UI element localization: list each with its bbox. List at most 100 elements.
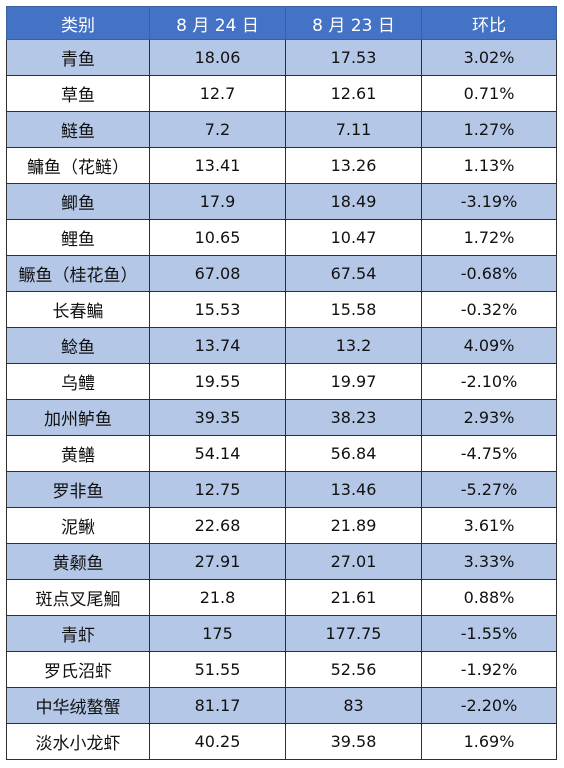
category-cell: 草鱼 bbox=[6, 75, 150, 112]
category-cell: 鲶鱼 bbox=[6, 327, 150, 364]
change-cell: 3.02% bbox=[421, 39, 557, 76]
category-cell: 黄鳝 bbox=[6, 435, 150, 472]
aug-24-price-cell: 13.74 bbox=[149, 327, 286, 364]
category-cell: 鲢鱼 bbox=[6, 111, 150, 148]
aug-24-price-cell: 54.14 bbox=[149, 435, 286, 472]
table-row: 鲫鱼 17.9 18.49 -3.19% bbox=[6, 183, 557, 220]
aug-24-price-cell: 12.7 bbox=[149, 75, 286, 112]
aug-23-price-cell: 19.97 bbox=[285, 363, 422, 400]
aug-23-price-cell: 21.89 bbox=[285, 507, 422, 544]
change-cell: -0.68% bbox=[421, 255, 557, 292]
table-row: 罗氏沼虾 51.55 52.56 -1.92% bbox=[6, 651, 557, 688]
aug-24-price-cell: 13.41 bbox=[149, 147, 286, 184]
table-row: 黄颡鱼 27.91 27.01 3.33% bbox=[6, 543, 557, 580]
category-cell: 罗氏沼虾 bbox=[6, 651, 150, 688]
change-cell: 3.33% bbox=[421, 543, 557, 580]
category-cell: 长春鳊 bbox=[6, 291, 150, 328]
aug-23-price-cell: 38.23 bbox=[285, 399, 422, 436]
change-cell: -3.19% bbox=[421, 183, 557, 220]
aug-23-price-cell: 13.2 bbox=[285, 327, 422, 364]
table-row: 鲢鱼 7.2 7.11 1.27% bbox=[6, 111, 557, 148]
category-cell: 泥鳅 bbox=[6, 507, 150, 544]
header-category: 类别 bbox=[6, 6, 150, 40]
change-cell: -1.92% bbox=[421, 651, 557, 688]
aug-23-price-cell: 21.61 bbox=[285, 579, 422, 616]
change-cell: 0.88% bbox=[421, 579, 557, 616]
change-cell: -1.55% bbox=[421, 615, 557, 652]
change-cell: -2.20% bbox=[421, 687, 557, 724]
change-cell: -0.32% bbox=[421, 291, 557, 328]
aug-23-price-cell: 17.53 bbox=[285, 39, 422, 76]
change-cell: 3.61% bbox=[421, 507, 557, 544]
aug-23-price-cell: 39.58 bbox=[285, 723, 422, 760]
table-row: 泥鳅 22.68 21.89 3.61% bbox=[6, 507, 557, 544]
header-change: 环比 bbox=[421, 6, 557, 40]
category-cell: 淡水小龙虾 bbox=[6, 723, 150, 760]
aug-24-price-cell: 21.8 bbox=[149, 579, 286, 616]
category-cell: 鲫鱼 bbox=[6, 183, 150, 220]
aug-24-price-cell: 15.53 bbox=[149, 291, 286, 328]
table-row: 鲶鱼 13.74 13.2 4.09% bbox=[6, 327, 557, 364]
category-cell: 罗非鱼 bbox=[6, 471, 150, 508]
table-row: 鳙鱼（花鲢） 13.41 13.26 1.13% bbox=[6, 147, 557, 184]
category-cell: 青鱼 bbox=[6, 39, 150, 76]
aug-23-price-cell: 27.01 bbox=[285, 543, 422, 580]
aug-23-price-cell: 7.11 bbox=[285, 111, 422, 148]
aug-23-price-cell: 67.54 bbox=[285, 255, 422, 292]
category-cell: 青虾 bbox=[6, 615, 150, 652]
aug-23-price-cell: 18.49 bbox=[285, 183, 422, 220]
aug-24-price-cell: 19.55 bbox=[149, 363, 286, 400]
aug-24-price-cell: 51.55 bbox=[149, 651, 286, 688]
change-cell: 0.71% bbox=[421, 75, 557, 112]
header-aug-23: 8 月 23 日 bbox=[285, 6, 422, 40]
category-cell: 鳜鱼（桂花鱼） bbox=[6, 255, 150, 292]
table-body: 青鱼 18.06 17.53 3.02% 草鱼 12.7 12.61 0.71% 鲢鱼 7.2 7.… bbox=[6, 39, 557, 760]
table-row: 草鱼 12.7 12.61 0.71% bbox=[6, 75, 557, 112]
table-row: 鳜鱼（桂花鱼） 67.08 67.54 -0.68% bbox=[6, 255, 557, 292]
aug-24-price-cell: 81.17 bbox=[149, 687, 286, 724]
aug-24-price-cell: 7.2 bbox=[149, 111, 286, 148]
table-row: 乌鳢 19.55 19.97 -2.10% bbox=[6, 363, 557, 400]
aug-23-price-cell: 10.47 bbox=[285, 219, 422, 256]
change-cell: 1.72% bbox=[421, 219, 557, 256]
header-aug-24: 8 月 24 日 bbox=[149, 6, 286, 40]
category-cell: 鲤鱼 bbox=[6, 219, 150, 256]
category-cell: 鳙鱼（花鲢） bbox=[6, 147, 150, 184]
aug-23-price-cell: 177.75 bbox=[285, 615, 422, 652]
aug-23-price-cell: 13.26 bbox=[285, 147, 422, 184]
aug-24-price-cell: 22.68 bbox=[149, 507, 286, 544]
change-cell: 1.13% bbox=[421, 147, 557, 184]
category-cell: 乌鳢 bbox=[6, 363, 150, 400]
aug-24-price-cell: 10.65 bbox=[149, 219, 286, 256]
price-table: 类别 8 月 24 日 8 月 23 日 环比 青鱼 18.06 17.53 3.02… bbox=[6, 6, 557, 760]
change-cell: 1.27% bbox=[421, 111, 557, 148]
aug-24-price-cell: 39.35 bbox=[149, 399, 286, 436]
category-cell: 中华绒螯蟹 bbox=[6, 687, 150, 724]
table-row: 罗非鱼 12.75 13.46 -5.27% bbox=[6, 471, 557, 508]
aug-24-price-cell: 18.06 bbox=[149, 39, 286, 76]
table-row: 黄鳝 54.14 56.84 -4.75% bbox=[6, 435, 557, 472]
aug-24-price-cell: 40.25 bbox=[149, 723, 286, 760]
table-row: 青鱼 18.06 17.53 3.02% bbox=[6, 39, 557, 76]
table-row: 鲤鱼 10.65 10.47 1.72% bbox=[6, 219, 557, 256]
category-cell: 斑点叉尾鮰 bbox=[6, 579, 150, 616]
change-cell: 1.69% bbox=[421, 723, 557, 760]
aug-24-price-cell: 17.9 bbox=[149, 183, 286, 220]
aug-23-price-cell: 83 bbox=[285, 687, 422, 724]
aug-24-price-cell: 12.75 bbox=[149, 471, 286, 508]
aug-23-price-cell: 56.84 bbox=[285, 435, 422, 472]
table-row: 斑点叉尾鮰 21.8 21.61 0.88% bbox=[6, 579, 557, 616]
aug-24-price-cell: 175 bbox=[149, 615, 286, 652]
table-row: 中华绒螯蟹 81.17 83 -2.20% bbox=[6, 687, 557, 724]
table-row: 长春鳊 15.53 15.58 -0.32% bbox=[6, 291, 557, 328]
change-cell: -2.10% bbox=[421, 363, 557, 400]
table-header: 类别 8 月 24 日 8 月 23 日 环比 bbox=[6, 6, 557, 40]
aug-23-price-cell: 15.58 bbox=[285, 291, 422, 328]
header-row: 类别 8 月 24 日 8 月 23 日 环比 bbox=[6, 6, 557, 40]
change-cell: -5.27% bbox=[421, 471, 557, 508]
change-cell: 2.93% bbox=[421, 399, 557, 436]
table-row: 淡水小龙虾 40.25 39.58 1.69% bbox=[6, 723, 557, 760]
aug-24-price-cell: 27.91 bbox=[149, 543, 286, 580]
aug-23-price-cell: 13.46 bbox=[285, 471, 422, 508]
aug-23-price-cell: 12.61 bbox=[285, 75, 422, 112]
